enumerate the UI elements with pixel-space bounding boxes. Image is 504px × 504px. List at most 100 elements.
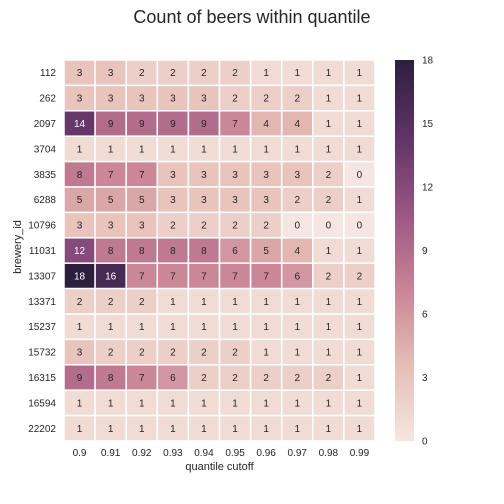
cell-value-label: 9 bbox=[170, 119, 176, 130]
y-tick-label: 11031 bbox=[29, 246, 57, 257]
cell-value-label: 1 bbox=[294, 68, 300, 79]
cell-value-label: 1 bbox=[294, 297, 300, 308]
heatmap-cell bbox=[343, 110, 376, 137]
cell-value-label: 9 bbox=[139, 119, 145, 130]
cell-value-label: 2 bbox=[201, 348, 207, 359]
cell-value-label: 3 bbox=[108, 221, 114, 232]
cell-value-label: 1 bbox=[357, 398, 363, 409]
cell-value-label: 1 bbox=[263, 297, 269, 308]
cell-value-label: 1 bbox=[263, 424, 269, 435]
cell-value-label: 2 bbox=[170, 221, 176, 232]
heatmap-cell bbox=[218, 287, 252, 315]
heatmap-cell bbox=[94, 414, 127, 442]
cell-value-label: 2 bbox=[170, 68, 176, 79]
heatmap-cell bbox=[280, 364, 314, 391]
cell-value-label: 1 bbox=[294, 322, 300, 333]
cell-value-label: 14 bbox=[74, 119, 86, 130]
cell-value-label: 8 bbox=[201, 246, 207, 257]
x-tick-label: 0.9 bbox=[73, 448, 87, 459]
heatmap-cell bbox=[218, 338, 252, 366]
heatmap-cell bbox=[125, 313, 159, 341]
heatmap-cell bbox=[280, 414, 314, 442]
cell-value-label: 1 bbox=[201, 398, 207, 409]
x-tick-label: 0.93 bbox=[163, 448, 183, 459]
heatmap-cell bbox=[94, 237, 127, 264]
cell-value-label: 2 bbox=[263, 221, 269, 232]
cell-value-label: 2 bbox=[263, 94, 269, 105]
cell-value-label: 1 bbox=[201, 144, 207, 155]
heatmap-cell bbox=[63, 287, 96, 315]
y-tick-label: 3835 bbox=[34, 170, 57, 181]
heatmap-cell bbox=[218, 211, 252, 239]
cell-value-label: 1 bbox=[170, 297, 176, 308]
cell-value-label: 2 bbox=[139, 68, 145, 79]
cell-value-label: 1 bbox=[357, 94, 363, 105]
heatmap-cell bbox=[343, 84, 376, 112]
cell-value-label: 2 bbox=[326, 271, 332, 282]
heatmap-cell bbox=[343, 262, 376, 290]
cell-value-label: 0 bbox=[357, 221, 363, 232]
cell-value-label: 1 bbox=[357, 119, 363, 130]
x-tick-label: 0.95 bbox=[225, 448, 245, 459]
cell-value-label: 2 bbox=[232, 94, 238, 105]
cell-value-label: 1 bbox=[357, 297, 363, 308]
heatmap-cell bbox=[187, 186, 221, 214]
heatmap-cell bbox=[94, 364, 127, 391]
cell-value-label: 2 bbox=[170, 348, 176, 359]
heatmap-cell bbox=[249, 364, 283, 391]
heatmap-cell bbox=[125, 110, 159, 137]
cell-value-label: 7 bbox=[139, 373, 145, 384]
cell-value-label: 7 bbox=[232, 119, 238, 130]
cell-value-label: 1 bbox=[263, 348, 269, 359]
colorbar-ticks: 0 3 6 9 12 15 18 bbox=[422, 56, 434, 448]
heatmap-cell bbox=[343, 287, 376, 315]
y-tick-label: 112 bbox=[40, 68, 56, 79]
cell-value-label: 2 bbox=[77, 297, 83, 308]
cell-value-label: 1 bbox=[326, 119, 332, 130]
cell-value-label: 1 bbox=[77, 144, 83, 155]
cell-value-label: 2 bbox=[139, 297, 145, 308]
heatmap-cell bbox=[312, 237, 345, 264]
cell-value-label: 2 bbox=[326, 195, 332, 206]
heatmap-cell bbox=[343, 59, 376, 87]
heatmap-cell bbox=[312, 414, 345, 442]
cell-value-label: 1 bbox=[357, 373, 363, 384]
cell-value-label: 2 bbox=[139, 348, 145, 359]
cell-value-label: 2 bbox=[232, 68, 238, 79]
cell-value-label: 1 bbox=[326, 94, 332, 105]
cell-value-label: 1 bbox=[326, 144, 332, 155]
heatmap-cell bbox=[280, 262, 314, 290]
cell-value-label: 2 bbox=[294, 195, 300, 206]
colorbar-tick-label: 3 bbox=[422, 373, 428, 384]
cell-value-label: 2 bbox=[232, 221, 238, 232]
cell-value-label: 0 bbox=[326, 221, 332, 232]
cell-value-label: 6 bbox=[294, 271, 300, 282]
cell-value-label: 1 bbox=[232, 297, 238, 308]
heatmap-cell bbox=[312, 186, 345, 214]
heatmap-cell bbox=[218, 135, 252, 163]
x-tick-label: 0.98 bbox=[319, 448, 339, 459]
cell-value-label: 1 bbox=[170, 424, 176, 435]
heatmap-cell bbox=[249, 84, 283, 112]
heatmap-cell bbox=[280, 237, 314, 264]
cell-value-label: 1 bbox=[170, 322, 176, 333]
cell-value-label: 1 bbox=[139, 424, 145, 435]
cell-value-label: 7 bbox=[232, 271, 238, 282]
cell-value-label: 1 bbox=[326, 322, 332, 333]
cell-value-label: 1 bbox=[139, 144, 145, 155]
cell-value-label: 1 bbox=[357, 348, 363, 359]
x-tick-label: 0.96 bbox=[256, 448, 276, 459]
heatmap-cell bbox=[156, 237, 190, 264]
cell-value-label: 5 bbox=[108, 195, 114, 206]
x-tick-label: 0.91 bbox=[101, 448, 121, 459]
cell-value-label: 0 bbox=[294, 221, 300, 232]
heatmap-cell bbox=[63, 364, 96, 391]
heatmap-cell bbox=[187, 338, 221, 366]
cell-value-label: 1 bbox=[326, 348, 332, 359]
cell-value-label: 0 bbox=[357, 170, 363, 181]
cell-value-label: 2 bbox=[263, 373, 269, 384]
heatmap-cell bbox=[63, 262, 96, 290]
cell-value-label: 1 bbox=[77, 322, 83, 333]
cell-value-label: 8 bbox=[77, 170, 83, 181]
y-tick-labels: 112 262 2097 3704 3835 6288 10796 11031 13307 133… bbox=[28, 68, 56, 435]
